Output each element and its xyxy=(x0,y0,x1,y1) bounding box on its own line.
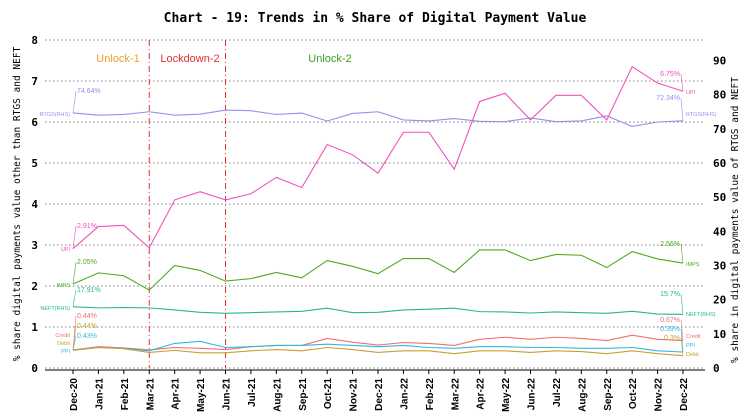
y-tick-label: 3 xyxy=(31,239,38,252)
x-tick-label: May-21 xyxy=(196,378,207,412)
x-tick-label: Jul-21 xyxy=(247,378,258,407)
start-value-label: 2.05% xyxy=(77,259,97,266)
x-tick-label: Dec-22 xyxy=(679,378,690,411)
start-value-label: 0.44% xyxy=(77,323,97,330)
x-tick-label: Sep-22 xyxy=(603,378,614,411)
y2-tick-label: 0 xyxy=(713,362,720,375)
series-name-label: Debit xyxy=(57,341,70,347)
end-value-label: 6.75% xyxy=(660,71,680,78)
y-tick-label: 6 xyxy=(31,116,38,129)
x-tick-label: Nov-22 xyxy=(654,378,665,412)
series-name-label: PPI xyxy=(686,343,695,349)
y-tick-label: 2 xyxy=(31,280,38,293)
series-name-label: NEFT(RHS) xyxy=(686,312,716,318)
series-name-label: UPI xyxy=(686,90,696,96)
series-line-rtgsrhs xyxy=(72,109,684,128)
start-value-label: 0.43% xyxy=(77,333,97,340)
series-name-label: NEFT(RHS) xyxy=(40,306,70,312)
series-name-label: IMPS xyxy=(686,262,700,268)
series-line-credit xyxy=(72,334,684,351)
end-value-label: 0.67% xyxy=(660,317,680,324)
chart-title: Chart - 19: Trends in % Share of Digital… xyxy=(164,11,587,26)
annotation-leader xyxy=(680,243,684,264)
y-tick-label: 1 xyxy=(31,321,38,334)
x-tick-label: Jun-22 xyxy=(527,378,538,411)
x-tick-label: Apr-21 xyxy=(171,378,182,410)
series-name-label: RTGS(RHS) xyxy=(40,112,71,118)
x-tick-label: Oct-21 xyxy=(323,378,334,410)
y2-tick-label: 70 xyxy=(713,123,726,136)
start-value-label: 2.91% xyxy=(77,223,97,230)
end-value-label: 72.34% xyxy=(656,95,680,102)
x-tick-label: Jul-22 xyxy=(552,378,563,407)
annotation-leader xyxy=(680,97,684,121)
x-tick-label: Jan-22 xyxy=(399,378,410,410)
x-tick-label: Sep-21 xyxy=(298,378,309,411)
annotation-leader xyxy=(72,325,77,350)
x-tick-label: Mar-22 xyxy=(450,378,461,411)
annotation-leader xyxy=(680,73,684,92)
series-name-label: PPI xyxy=(61,349,70,355)
annotation-leader xyxy=(72,225,77,249)
y-tick-label: 4 xyxy=(31,198,38,211)
y-tick-label: 8 xyxy=(31,34,38,47)
annotation-leader xyxy=(680,337,684,356)
y2-tick-label: 50 xyxy=(713,191,726,204)
series-name-label: Credit xyxy=(55,333,70,339)
series-line-ppi xyxy=(72,340,684,353)
y2-tick-label: 80 xyxy=(713,89,726,102)
x-tick-label: Nov-21 xyxy=(349,378,360,412)
x-tick-label: Jan-21 xyxy=(94,378,105,410)
start-value-label: 0.44% xyxy=(77,313,97,320)
start-value-label: 74.64% xyxy=(77,88,101,95)
x-tick-label: Jun-21 xyxy=(222,378,233,411)
annotation-leader xyxy=(72,261,77,284)
x-tick-label: Aug-22 xyxy=(577,378,588,412)
x-tick-label: Feb-21 xyxy=(120,378,131,411)
y-tick-label: 0 xyxy=(31,362,38,375)
y2-axis-label: % share in digital payments value of RTG… xyxy=(730,77,741,363)
series-line-upi xyxy=(72,65,684,250)
x-tick-label: Oct-22 xyxy=(628,378,639,410)
y-tick-label: 7 xyxy=(31,75,38,88)
annotation-leader xyxy=(72,289,77,307)
y2-tick-label: 20 xyxy=(713,294,726,307)
end-value-label: 0.3% xyxy=(664,335,680,342)
series-line-debit xyxy=(72,346,684,357)
series-name-label: IMPS xyxy=(57,283,71,289)
x-tick-label: Apr-22 xyxy=(476,378,487,410)
end-value-label: 15.7% xyxy=(660,291,680,298)
end-value-label: 0.39% xyxy=(660,326,680,333)
annotation-leader xyxy=(680,319,684,341)
annotation-leader xyxy=(680,293,684,315)
end-value-label: 2.56% xyxy=(660,241,680,248)
series-line-neftrhs xyxy=(72,306,684,315)
x-tick-label: Dec-21 xyxy=(374,378,385,411)
series-name-label: RTGS(RHS) xyxy=(686,112,717,118)
y2-tick-label: 30 xyxy=(713,260,726,273)
period-label: Unlock-2 xyxy=(308,53,351,65)
series-name-label: Debit xyxy=(686,352,699,358)
x-tick-label: Feb-22 xyxy=(425,378,436,411)
x-tick-label: Aug-21 xyxy=(272,378,283,412)
y-axis-label: % share digital payments value other tha… xyxy=(12,46,23,361)
series-name-label: Credit xyxy=(686,334,701,340)
period-label: Unlock-1 xyxy=(96,53,139,65)
y2-tick-label: 60 xyxy=(713,157,726,170)
annotation-leader xyxy=(72,90,77,114)
y2-tick-label: 90 xyxy=(713,55,726,68)
y2-tick-label: 10 xyxy=(713,328,726,341)
period-label: Lockdown-2 xyxy=(160,53,219,65)
series-line-imps xyxy=(72,249,684,291)
x-tick-label: May-22 xyxy=(501,378,512,412)
y2-tick-label: 40 xyxy=(713,225,726,238)
annotation-leader xyxy=(680,328,684,353)
series-name-label: UPI xyxy=(61,247,71,253)
y-tick-label: 5 xyxy=(31,157,38,170)
start-value-label: 17.91% xyxy=(77,287,101,294)
x-tick-label: Mar-21 xyxy=(145,378,156,411)
x-tick-label: Dec-20 xyxy=(69,378,80,411)
